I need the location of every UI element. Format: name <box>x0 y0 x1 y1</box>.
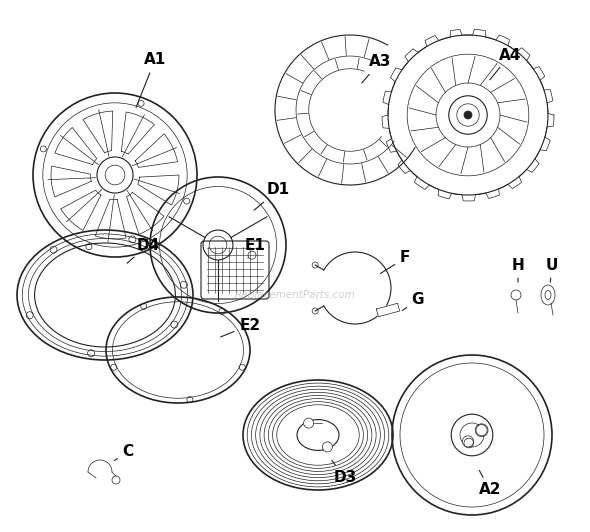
Text: A1: A1 <box>136 53 166 107</box>
Circle shape <box>322 442 332 452</box>
Text: A4: A4 <box>490 47 521 80</box>
Circle shape <box>304 418 314 428</box>
Text: E2: E2 <box>221 318 261 337</box>
Text: U: U <box>546 257 558 282</box>
Circle shape <box>476 425 487 436</box>
Text: H: H <box>512 257 525 282</box>
Circle shape <box>464 111 472 119</box>
Text: D4: D4 <box>127 237 160 263</box>
Text: ReplacementParts.com: ReplacementParts.com <box>235 290 355 300</box>
Circle shape <box>511 290 521 300</box>
Text: E1: E1 <box>245 237 266 258</box>
Polygon shape <box>376 303 399 317</box>
Text: D3: D3 <box>332 460 356 486</box>
Text: A2: A2 <box>478 470 501 497</box>
Text: F: F <box>381 251 410 273</box>
Text: G: G <box>402 293 424 311</box>
Text: C: C <box>114 445 133 461</box>
Text: D1: D1 <box>254 182 290 210</box>
Circle shape <box>463 436 474 447</box>
Ellipse shape <box>541 285 555 305</box>
Text: A3: A3 <box>362 54 391 83</box>
